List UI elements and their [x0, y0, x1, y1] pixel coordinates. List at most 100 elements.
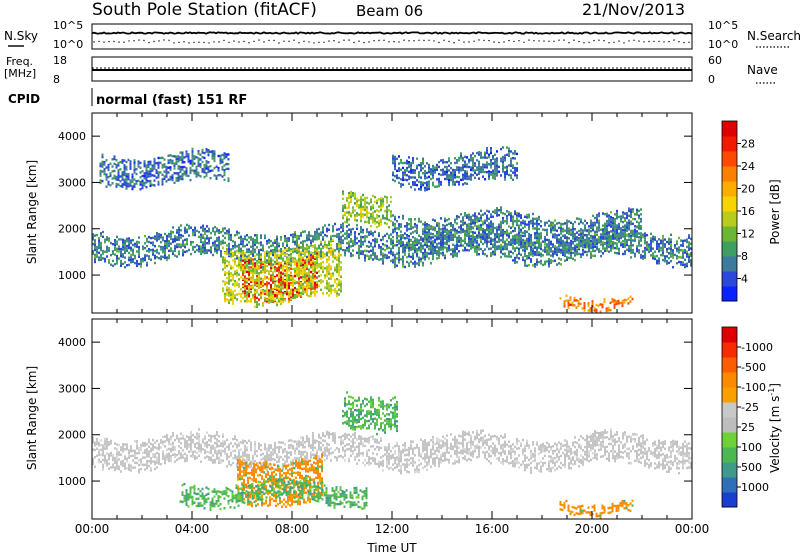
range-cell	[284, 248, 286, 252]
range-cell	[256, 275, 258, 278]
range-cell	[428, 238, 430, 241]
range-cell	[490, 166, 492, 169]
range-cell	[528, 220, 530, 224]
range-cell	[230, 279, 232, 282]
range-cell	[101, 179, 104, 183]
range-cell	[370, 244, 372, 248]
range-cell	[135, 182, 138, 185]
range-cell	[470, 239, 472, 243]
range-cell	[524, 222, 526, 226]
range-cell	[234, 241, 236, 244]
range-cell	[432, 176, 434, 180]
range-cell	[189, 166, 192, 170]
range-cell	[430, 232, 432, 235]
range-cell	[392, 157, 394, 160]
range-cell	[177, 176, 180, 180]
range-cell	[578, 247, 580, 251]
range-cell	[158, 233, 160, 236]
range-cell	[179, 151, 182, 154]
range-cell	[124, 249, 126, 252]
range-cell	[384, 244, 386, 247]
range-cell	[416, 253, 418, 256]
range-cell	[338, 257, 340, 260]
range-cell	[656, 254, 658, 258]
range-cell	[248, 283, 250, 286]
range-cell	[442, 173, 444, 176]
range-cell	[178, 233, 180, 237]
range-cell	[114, 246, 116, 249]
range-cell	[382, 255, 384, 258]
range-cell	[368, 250, 370, 253]
range-cell	[432, 240, 434, 243]
range-cell	[388, 234, 390, 237]
range-cell	[248, 241, 250, 244]
range-cell	[326, 251, 328, 254]
range-cell	[206, 230, 208, 233]
range-cell	[380, 248, 382, 251]
range-cell	[173, 167, 176, 170]
range-cell	[426, 171, 428, 175]
range-cell	[202, 241, 204, 244]
range-cell	[512, 241, 514, 245]
range-cell	[392, 241, 394, 245]
range-cell	[356, 197, 358, 201]
range-cell	[422, 160, 424, 163]
range-cell	[256, 303, 258, 306]
range-cell	[192, 233, 194, 237]
range-cell	[193, 169, 196, 172]
range-cell	[442, 245, 444, 249]
range-cell	[516, 238, 518, 241]
range-cell	[426, 188, 428, 191]
range-cell	[512, 171, 514, 174]
range-cell	[168, 232, 170, 236]
range-cell	[398, 249, 400, 252]
range-cell	[460, 239, 462, 242]
range-cell	[94, 246, 96, 249]
range-cell	[272, 244, 274, 247]
nsearch-point	[283, 40, 285, 42]
range-cell	[514, 236, 516, 240]
range-cell	[226, 293, 228, 296]
range-cell	[504, 175, 506, 179]
range-cell	[412, 161, 414, 165]
range-cell	[236, 281, 238, 284]
range-cell	[462, 216, 464, 219]
range-cell	[528, 240, 530, 243]
range-cell	[470, 154, 472, 157]
range-cell	[590, 230, 592, 233]
range-cell	[690, 242, 692, 245]
nsearch-point	[293, 39, 295, 41]
range-cell	[278, 273, 280, 276]
range-cell	[560, 263, 562, 266]
range-cell	[466, 227, 468, 230]
range-cell	[126, 249, 128, 252]
range-cell	[318, 255, 320, 259]
range-cell	[254, 250, 256, 254]
range-cell	[386, 256, 388, 260]
range-cell	[510, 241, 512, 244]
range-cell	[107, 166, 110, 169]
range-cell	[304, 252, 306, 255]
range-cell	[240, 257, 242, 260]
nave-point	[644, 67, 646, 69]
range-cell	[620, 227, 622, 230]
range-cell	[548, 253, 550, 256]
range-cell	[518, 241, 520, 244]
range-cell	[230, 267, 232, 270]
range-cell	[324, 274, 326, 277]
range-cell	[506, 214, 508, 218]
range-cell	[198, 235, 200, 239]
range-cell	[380, 218, 382, 221]
range-cell	[446, 175, 448, 178]
range-cell	[244, 254, 246, 257]
range-cell	[310, 251, 312, 254]
nsearch-point	[383, 39, 385, 41]
nsearch-point	[198, 41, 200, 43]
range-cell	[386, 244, 388, 248]
range-cell	[420, 176, 422, 179]
range-cell	[209, 177, 212, 180]
range-cell	[460, 229, 462, 233]
range-cell	[103, 170, 106, 173]
range-cell	[342, 216, 344, 220]
range-cell	[530, 219, 532, 223]
